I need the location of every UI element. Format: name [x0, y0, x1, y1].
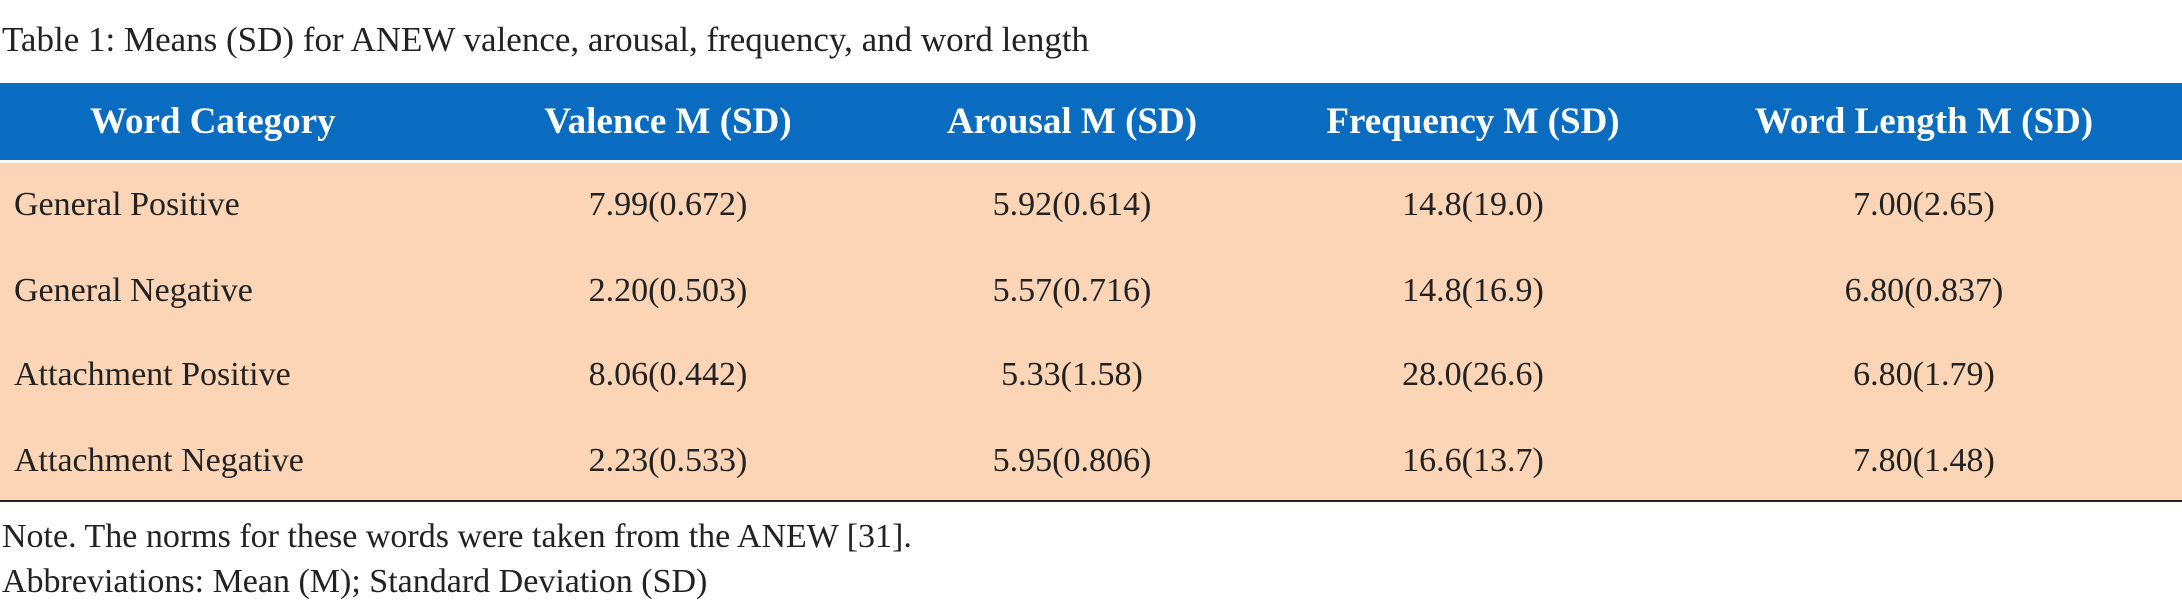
table-cell: 5.57(0.716) — [992, 272, 1152, 309]
table-note: Note. The norms for these words were tak… — [2, 518, 912, 555]
table-cell: 16.6(13.7) — [1402, 442, 1544, 479]
table-title: Table 1: Means (SD) for ANEW valence, ar… — [2, 20, 1090, 59]
column-header: Arousal M (SD) — [946, 101, 1198, 142]
table-cell: 5.33(1.58) — [1001, 356, 1143, 393]
column-header: Word Category — [90, 101, 336, 142]
table-cell: 5.92(0.614) — [992, 186, 1152, 223]
table-cell: 5.95(0.806) — [992, 442, 1152, 479]
row-label: Attachment Negative — [14, 442, 304, 479]
table-cell: 7.00(2.65) — [1853, 186, 1995, 223]
table-cell: 2.20(0.503) — [588, 272, 748, 309]
column-header: Valence M (SD) — [544, 101, 792, 142]
table-cell: 8.06(0.442) — [588, 356, 748, 393]
header-band — [0, 83, 2182, 160]
table-cell: 6.80(1.79) — [1853, 356, 1995, 393]
table-cell: 14.8(19.0) — [1402, 186, 1544, 223]
table-cell: 28.0(26.6) — [1402, 356, 1544, 393]
row-label: General Negative — [14, 272, 253, 309]
table-cell: 7.99(0.672) — [588, 186, 748, 223]
table-note: Abbreviations: Mean (M); Standard Deviat… — [2, 563, 708, 600]
table-cell: 14.8(16.9) — [1402, 272, 1544, 309]
table-cell: 6.80(0.837) — [1844, 272, 2004, 309]
body-band — [0, 163, 2182, 502]
table-cell: 2.23(0.533) — [588, 442, 748, 479]
row-label: General Positive — [14, 186, 240, 223]
row-label: Attachment Positive — [14, 356, 291, 393]
column-header: Word Length M (SD) — [1754, 101, 2094, 142]
column-header: Frequency M (SD) — [1326, 101, 1620, 142]
table-cell: 7.80(1.48) — [1853, 442, 1995, 479]
